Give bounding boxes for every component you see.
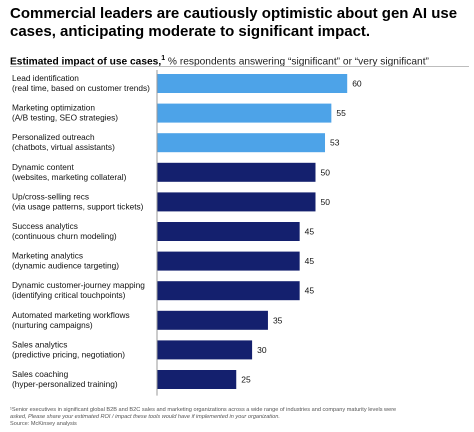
bar-9 [157, 310, 268, 330]
footnote-line-2: asked, Please share your estimated ROI /… [10, 413, 280, 420]
bar-chart: 60 Lead identification (real time, based o… [0, 70, 474, 396]
value-label-5: 50 [321, 197, 331, 207]
bar-7 [157, 251, 300, 271]
category-label-11-name: Sales coaching [12, 369, 69, 379]
category-label-5-name: Up/cross-selling recs [12, 191, 89, 201]
value-label-1: 60 [352, 79, 362, 89]
category-label-2-detail: (A/B testing, SEO strategies) [12, 113, 118, 123]
value-label-8: 45 [305, 286, 315, 296]
bar-8 [157, 281, 300, 301]
category-label-9-name: Automated marketing workflows [12, 310, 130, 320]
category-label-4-detail: (websites, marketing collateral) [12, 172, 127, 182]
category-label-7-detail: (dynamic audience targeting) [12, 261, 119, 271]
subtitle-unit-description: % respondents answering “significant” or… [165, 56, 429, 68]
bar-6 [157, 222, 300, 241]
bar-5 [157, 192, 316, 212]
bar-4 [157, 162, 316, 182]
bar-10 [157, 340, 253, 360]
category-label-7-name: Marketing analytics [12, 251, 83, 261]
category-label-5-detail: (via usage patterns, support tickets) [12, 201, 144, 211]
category-label-10-detail: (predictive pricing, negotiation) [12, 349, 125, 359]
subtitle-divider [10, 66, 469, 67]
category-label-8-detail: (identifying critical touchpoints) [12, 290, 126, 300]
bar-3 [157, 133, 326, 153]
category-label-1-detail: (real time, based on customer trends) [12, 83, 150, 93]
value-label-6: 45 [305, 227, 315, 237]
category-label-1-name: Lead identification [12, 73, 79, 83]
value-label-4: 50 [321, 167, 331, 177]
footnote: ¹Senior executives in significant global… [10, 407, 472, 427]
bar-chart-svg: 60 Lead identification(real time, based o… [12, 70, 362, 396]
category-label-11-detail: (hyper-personalized training) [12, 379, 118, 389]
footnote-marker: 1 [161, 55, 166, 62]
bar-2 [157, 103, 332, 123]
value-label-2: 55 [336, 108, 346, 118]
subtitle-heading: Estimated impact of use cases, [10, 56, 162, 68]
category-label-4-name: Dynamic content [12, 162, 74, 172]
value-label-3: 53 [330, 138, 340, 148]
category-label-6-detail: (continuous churn modeling) [12, 231, 117, 241]
chart-subtitle: Estimated impact of use cases,1 % respon… [10, 52, 474, 68]
category-label-10-name: Sales analytics [12, 339, 67, 349]
chart-title: Commercial leaders are cautiously optimi… [10, 5, 458, 40]
footnote-source: Source: McKinsey analysis [10, 420, 77, 427]
category-label-2-name: Marketing optimization [12, 103, 95, 113]
value-label-10: 30 [257, 345, 267, 355]
category-label-9-detail: (nurturing campaigns) [12, 320, 93, 330]
value-label-9: 35 [273, 315, 283, 325]
value-label-11: 25 [241, 375, 251, 385]
category-label-3-detail: (chatbots, virtual assistants) [12, 142, 115, 152]
value-label-7: 45 [305, 256, 315, 266]
category-label-8-name: Dynamic customer-journey mapping [12, 280, 145, 290]
category-label-3-name: Personalized outreach [12, 132, 95, 142]
category-label-6-name: Success analytics [12, 221, 78, 231]
footnote-line-1: ¹Senior executives in significant global… [10, 407, 397, 413]
bar-1 [157, 74, 348, 93]
bar-11 [157, 370, 237, 389]
